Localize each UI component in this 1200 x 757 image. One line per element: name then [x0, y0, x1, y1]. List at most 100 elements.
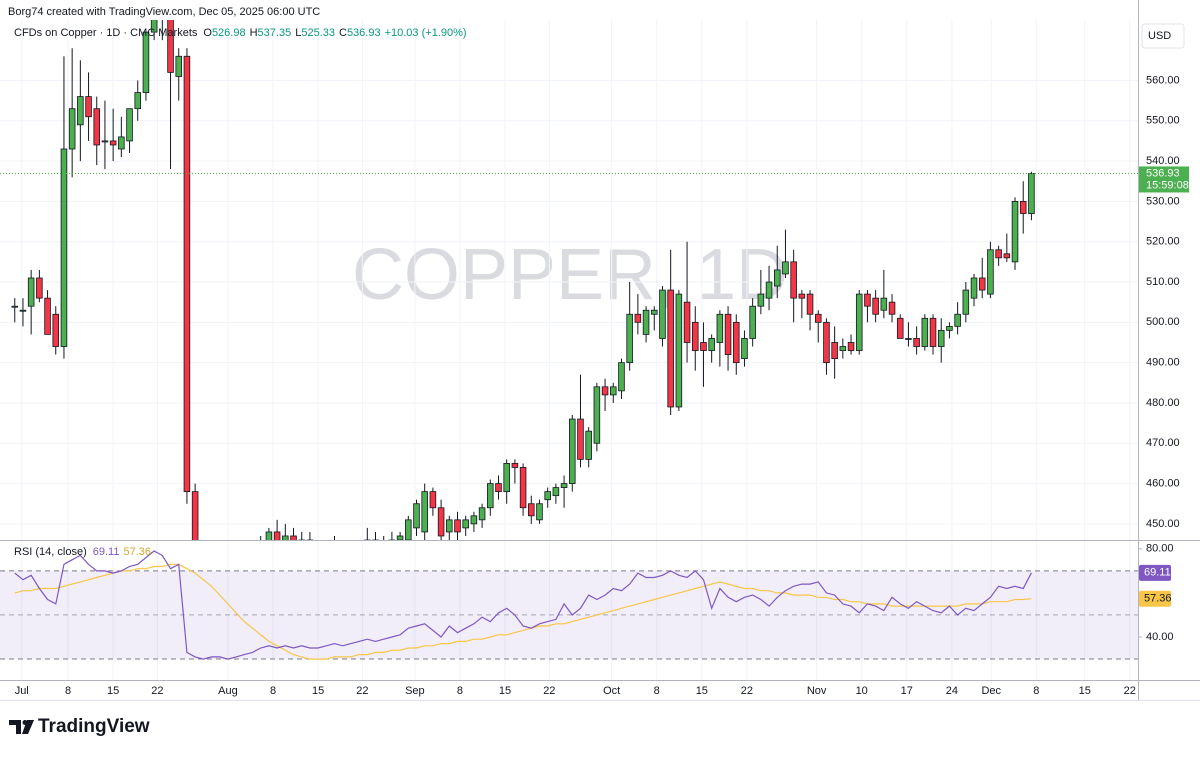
brand-name: TradingView [38, 716, 150, 737]
candle-body [495, 483, 502, 493]
currency-button[interactable] [1141, 23, 1185, 49]
candle-body [691, 321, 699, 351]
candle-body [626, 313, 633, 364]
candle-body [618, 362, 625, 392]
candle-body [847, 342, 855, 351]
candle-body [560, 483, 568, 488]
candle-body [552, 487, 560, 497]
candle-body [716, 313, 724, 343]
candle-body [855, 293, 863, 351]
low-label: L [295, 27, 301, 39]
x-tick-label: 22 [151, 685, 163, 697]
brand-logo [9, 720, 34, 734]
candle-body [167, 20, 174, 73]
rsi-ma-label: 57.36 [1144, 593, 1172, 605]
legend: CFDs on Copper · 1D · CMC Markets O526.98… [14, 27, 467, 39]
x-tick-label: 15 [1079, 685, 1091, 697]
low-value: 525.33 [301, 27, 335, 39]
candle-body [446, 519, 453, 533]
candle-body [126, 108, 133, 142]
rsi-title: RSI (14, close) [14, 546, 87, 558]
candle-body [273, 531, 281, 540]
candle-body [995, 249, 1002, 259]
close-label: C [339, 27, 347, 39]
candle-body [962, 289, 970, 315]
candle-body [601, 386, 609, 396]
candle-body [405, 519, 412, 540]
candle-body [642, 309, 650, 335]
rsi-ma-line [14, 563, 1032, 660]
y-tick-label: 490.00 [1146, 357, 1180, 369]
candle-body [921, 317, 929, 347]
candle-body [790, 261, 797, 299]
y-tick-label: 560.00 [1146, 74, 1180, 86]
x-tick-label: 8 [457, 685, 463, 697]
candle-body [683, 301, 691, 343]
rsi-value-label: 69.11 [1144, 567, 1171, 579]
rsi-value: 69.11 [93, 546, 120, 558]
candle-body [118, 136, 125, 150]
candle-body [782, 261, 789, 275]
candle-body [823, 321, 830, 364]
candle-body [282, 535, 289, 540]
candle-body [290, 535, 297, 540]
candle-body [85, 96, 92, 118]
candle-body [732, 321, 740, 364]
candle-body [27, 277, 35, 307]
candle-body [929, 317, 937, 347]
watermark: COPPER, 1D [352, 235, 788, 315]
candle-body [1028, 173, 1035, 214]
x-tick-label: 8 [65, 685, 71, 697]
candle-body [814, 313, 822, 323]
x-tick-label: 8 [1033, 685, 1039, 697]
candle-body [503, 463, 510, 493]
x-tick-label: 10 [856, 685, 868, 697]
rsi-pane [0, 541, 1138, 680]
x-tick-label: 22 [741, 685, 753, 697]
candle-body [765, 281, 773, 299]
candle-body [970, 277, 978, 299]
candle-body [913, 338, 920, 347]
candle-body [175, 55, 183, 77]
candle-body [708, 338, 715, 351]
candle-body [872, 297, 879, 315]
candle-body [101, 140, 109, 143]
candle-body [44, 297, 51, 335]
candle-body [19, 309, 27, 312]
candle-body [585, 430, 592, 460]
y-tick-label: 460.00 [1146, 477, 1180, 489]
candle-body [36, 277, 43, 299]
x-tick-label: Aug [218, 685, 238, 697]
candle-body [191, 491, 199, 540]
candle-body [954, 313, 961, 327]
candle-body [11, 305, 19, 308]
candle-body [265, 531, 273, 540]
candle-body [519, 467, 527, 509]
candle-body [77, 96, 84, 126]
candle-body [470, 515, 478, 525]
currency[interactable]: USD [1148, 30, 1171, 42]
candle-body [429, 491, 437, 509]
candle-body [741, 338, 748, 360]
candle-body [569, 418, 576, 484]
x-tick-label: 15 [312, 685, 324, 697]
candle-body [52, 313, 60, 347]
x-tick-label: 22 [1124, 685, 1136, 697]
y-tick-label: 500.00 [1146, 316, 1180, 328]
candle-body [511, 463, 519, 468]
open-value: 526.98 [212, 27, 246, 39]
candle-body [60, 148, 68, 347]
candle-body [806, 293, 814, 315]
candle-body [183, 55, 191, 493]
y-tick-label: 520.00 [1146, 236, 1180, 248]
candle-body [987, 249, 994, 295]
x-tick-label: 15 [499, 685, 511, 697]
candle-body [749, 305, 756, 339]
candle-body [454, 519, 461, 533]
candle-body [667, 289, 674, 408]
candle-body [888, 301, 896, 315]
candle-body [528, 503, 535, 517]
candle-body [413, 503, 420, 529]
